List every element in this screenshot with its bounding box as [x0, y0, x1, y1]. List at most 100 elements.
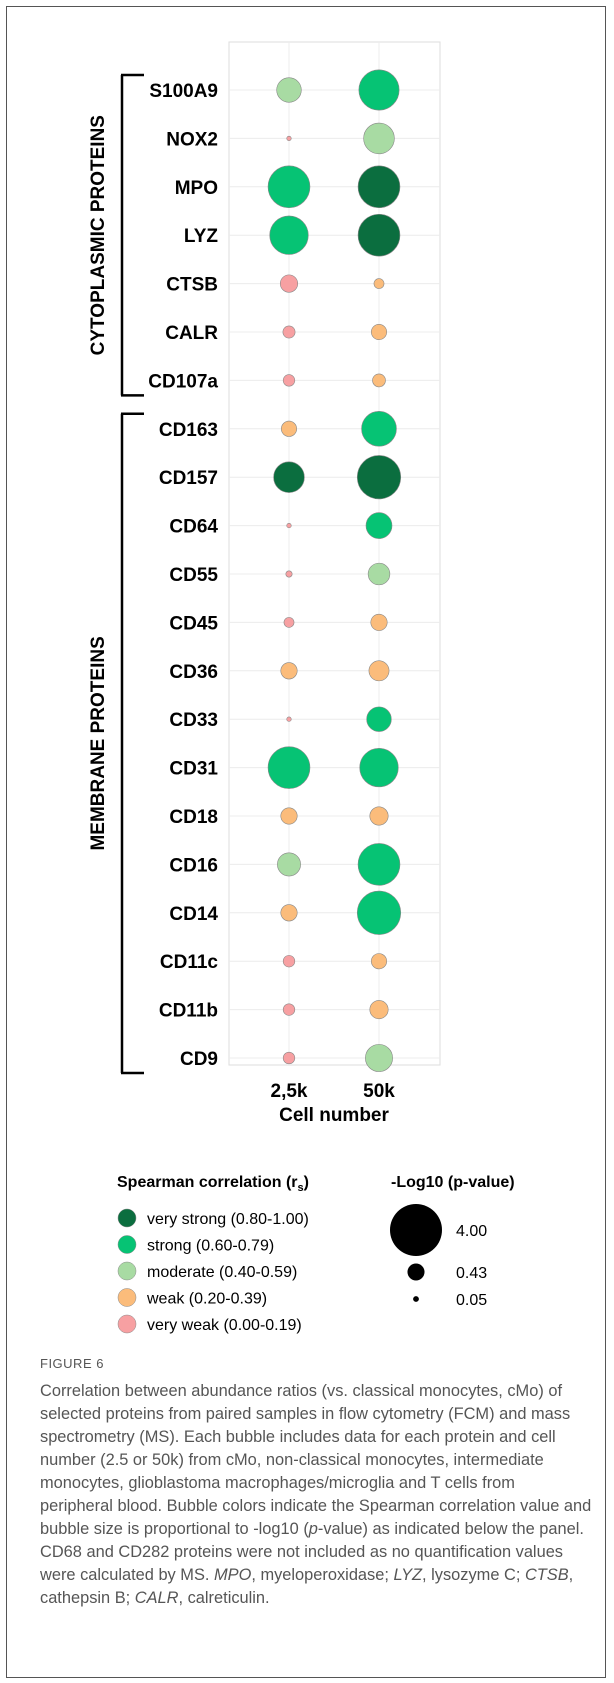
- bubble-cd33-2-5k: [286, 716, 292, 722]
- color-legend-label: weak (0.20-0.39): [146, 1291, 267, 1308]
- bubble-cd55-2-5k: [285, 570, 293, 578]
- bubble-nox2-50k: [363, 122, 395, 155]
- caption-italic-term: CTSB: [524, 1566, 569, 1584]
- bubble-cd14-2-5k: [280, 904, 298, 922]
- x-tick-label: 50k: [363, 1081, 395, 1102]
- bubble-cd11b-2-5k: [282, 1003, 296, 1016]
- y-tick-label: CD31: [169, 759, 218, 780]
- color-legend-title: Spearman correlation (rs): [117, 1174, 309, 1194]
- bubble-cd157-50k: [356, 455, 402, 500]
- color-legend-label: moderate (0.40-0.59): [147, 1264, 297, 1281]
- y-tick-label: LYZ: [184, 226, 219, 247]
- y-tick-label: NOX2: [166, 129, 218, 150]
- bubble-cd16-2-5k: [277, 852, 301, 877]
- figure-caption-block: FIGURE 6 Correlation between abundance r…: [40, 1356, 592, 1610]
- y-tick-label: CD11b: [159, 1001, 218, 1022]
- bubble-cd36-50k: [368, 660, 390, 682]
- caption-text: -value) as indicated below the panel. CD…: [40, 1520, 584, 1584]
- color-legend-swatch: [117, 1261, 137, 1281]
- y-tick-label: CD157: [159, 468, 218, 489]
- color-legend-swatch: [117, 1314, 137, 1334]
- bubble-cd18-50k: [369, 806, 389, 826]
- bubble-cd11b-50k: [369, 1000, 389, 1020]
- y-tick-label: S100A9: [149, 81, 218, 102]
- size-legend-label: 0.43: [456, 1265, 487, 1282]
- y-tick-label: CD18: [169, 807, 218, 828]
- y-tick-label: CD14: [169, 904, 218, 925]
- bubble-cd107a-2-5k: [282, 374, 296, 387]
- caption-italic-term: LYZ: [393, 1566, 423, 1584]
- caption-italic-term: p: [308, 1520, 318, 1538]
- y-tick-label: CALR: [165, 323, 218, 344]
- figure-frame: [6, 6, 606, 1678]
- figure-label: FIGURE 6: [40, 1356, 104, 1371]
- bubble-cd55-50k: [367, 562, 391, 586]
- color-legend-label: very weak (0.00-0.19): [147, 1317, 302, 1334]
- size-legend-bubble: [390, 1204, 442, 1256]
- bubble-cd11c-50k: [371, 953, 387, 970]
- bubble-cd157-2-5k: [273, 461, 305, 493]
- bubble-cd64-2-5k: [286, 523, 292, 529]
- x-tick-label: 2,5k: [271, 1081, 308, 1102]
- caption-text: , myeloperoxidase;: [251, 1566, 394, 1584]
- size-legend-bubble: [413, 1296, 419, 1302]
- x-axis-label: Cell number: [279, 1105, 389, 1126]
- color-legend-swatch: [117, 1288, 137, 1307]
- y-tick-label: CTSB: [166, 275, 218, 296]
- bubble-mpo-50k: [357, 165, 401, 209]
- bubble-cd16-50k: [357, 843, 401, 886]
- size-legend-bubble: [407, 1263, 425, 1281]
- y-tick-label: CD16: [169, 855, 218, 876]
- color-legend-label: very strong (0.80-1.00): [147, 1211, 309, 1228]
- bubble-cd11c-2-5k: [282, 955, 296, 968]
- bubble-cd9-50k: [365, 1044, 393, 1072]
- figure-caption: Correlation between abundance ratios (vs…: [40, 1380, 592, 1610]
- y-tick-label: MPO: [175, 178, 218, 199]
- y-tick-label: CD55: [169, 565, 218, 586]
- bubble-ctsb-2-5k: [279, 274, 299, 293]
- caption-italic-term: CALR: [134, 1589, 179, 1607]
- size-legend-title: -Log10 (p-value): [391, 1174, 515, 1191]
- color-legend-swatch: [117, 1208, 137, 1228]
- bubble-cd18-2-5k: [280, 807, 298, 825]
- y-tick-label: CD11c: [160, 952, 219, 973]
- bubble-calr-50k: [371, 324, 387, 340]
- caption-text: , cathepsin B;: [40, 1566, 574, 1607]
- y-tick-label: CD64: [169, 517, 218, 538]
- y-tick-label: CD36: [169, 662, 218, 683]
- bubble-lyz-50k: [357, 213, 401, 257]
- group-label: MEMBRANE PROTEINS: [88, 636, 109, 850]
- bubble-cd9-2-5k: [282, 1051, 296, 1065]
- y-tick-label: CD33: [169, 710, 218, 731]
- bubble-cd163-2-5k: [281, 420, 297, 437]
- bubble-mpo-2-5k: [267, 165, 311, 209]
- y-tick-label: CD9: [180, 1049, 218, 1070]
- bubble-calr-2-5k: [282, 325, 296, 339]
- bubble-lyz-2-5k: [269, 215, 309, 255]
- caption-text: Correlation between abundance ratios (vs…: [40, 1382, 592, 1538]
- bubble-cd31-50k: [359, 748, 399, 788]
- caption-text: , calreticulin.: [178, 1589, 270, 1607]
- color-legend-swatch: [117, 1235, 137, 1254]
- group-label: CYTOPLASMIC PROTEINS: [88, 115, 109, 355]
- y-tick-label: CD107a: [148, 371, 218, 392]
- bubble-s100a9-2-5k: [276, 77, 302, 103]
- size-legend-label: 4.00: [456, 1223, 487, 1240]
- bubble-s100a9-50k: [358, 69, 400, 111]
- plot-panel: [228, 41, 441, 1066]
- caption-italic-term: MPO: [214, 1566, 252, 1584]
- color-legend-label: strong (0.60-0.79): [147, 1238, 274, 1255]
- y-tick-label: CD163: [159, 420, 218, 441]
- size-legend-label: 0.05: [456, 1292, 487, 1309]
- bubble-cd45-2-5k: [283, 617, 295, 628]
- bubble-cd33-50k: [366, 706, 392, 732]
- bubble-chart: S100A9 NOX2 MPO LYZ CTSB CALR CD107a CD163 CD157…: [88, 41, 515, 1334]
- bubble-cd64-50k: [365, 512, 393, 539]
- bubble-cd31-2-5k: [267, 746, 311, 789]
- y-tick-label: CD45: [169, 613, 218, 634]
- color-legend-title-close: ): [304, 1174, 309, 1191]
- bubble-nox2-2-5k: [286, 135, 292, 141]
- color-legend-title-text: Spearman correlation (r: [117, 1174, 298, 1191]
- bubble-cd45-50k: [370, 613, 388, 631]
- bubble-cd163-50k: [361, 411, 397, 447]
